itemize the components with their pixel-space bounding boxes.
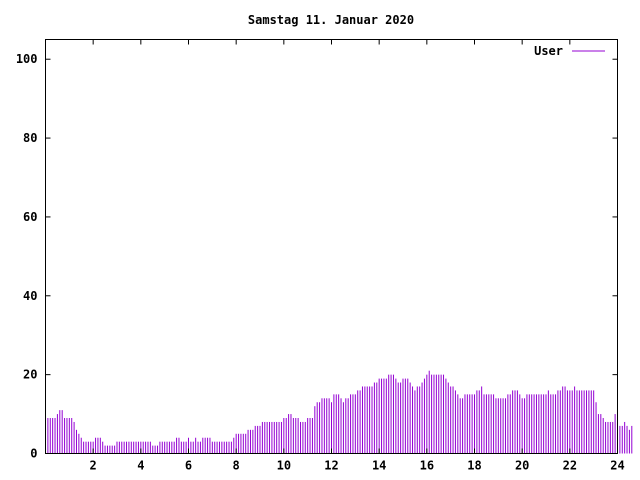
x-axis: 2 4 6 8 10 12 14 16 18 20 22 24 (90, 39, 625, 473)
x-tick-label: 24 (610, 459, 624, 473)
x-tick-label: 8 (233, 459, 240, 473)
x-tick-label: 22 (563, 459, 577, 473)
y-tick-label: 60 (23, 210, 37, 224)
x-tick-label: 18 (467, 459, 481, 473)
legend-label: User (534, 44, 563, 58)
x-tick-label: 16 (420, 459, 434, 473)
y-axis: 0 20 40 60 80 100 (16, 52, 618, 461)
y-tick-label: 0 (30, 447, 37, 461)
x-tick-label: 14 (372, 459, 386, 473)
y-tick-label: 80 (23, 131, 37, 145)
legend: User (534, 44, 605, 58)
x-tick-label: 10 (277, 459, 291, 473)
y-tick-label: 40 (23, 289, 37, 303)
x-tick-label: 6 (185, 459, 192, 473)
x-tick-label: 4 (137, 459, 144, 473)
chart-title: Samstag 11. Januar 2020 (248, 13, 414, 27)
y-tick-label: 100 (16, 52, 38, 66)
x-tick-label: 2 (90, 459, 97, 473)
x-tick-label: 20 (515, 459, 529, 473)
plot-frame (45, 39, 618, 454)
bar-series (45, 370, 633, 454)
x-tick-label: 12 (324, 459, 338, 473)
y-tick-label: 20 (23, 368, 37, 382)
